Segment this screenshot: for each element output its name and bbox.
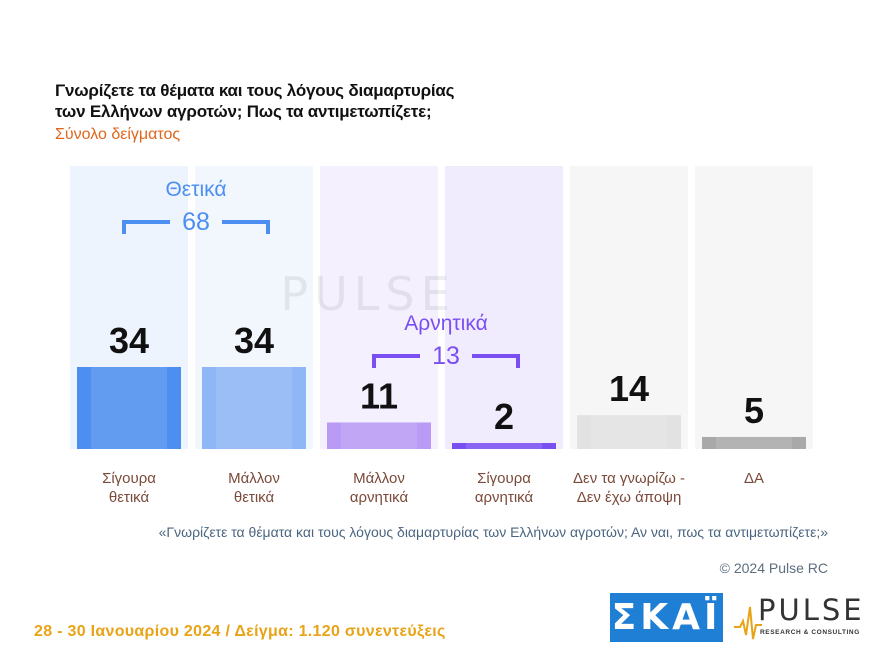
bar-category-6 bbox=[702, 436, 806, 449]
category-label-category-4: Σίγουρα αρνητικά bbox=[475, 470, 534, 506]
chart-subtitle: Σύνολο δείγματος bbox=[55, 126, 181, 143]
bar-category-6-highlight bbox=[716, 436, 792, 449]
pulse-logo: PULSE RESEARCH & CONSULTING bbox=[734, 593, 865, 643]
group-θετικά-total: 68 bbox=[182, 208, 210, 236]
value-label-category-1: 34 bbox=[109, 320, 149, 361]
value-label-category-3: 11 bbox=[360, 375, 398, 416]
category-5-column-bg bbox=[570, 166, 688, 449]
category-label-category-1: Σίγουρα θετικά bbox=[102, 470, 156, 506]
watermark-logo: PULSE bbox=[280, 267, 455, 321]
category-label-category-3: Μάλλον αρνητικά bbox=[350, 470, 409, 506]
group-θετικά-label: Θετικά bbox=[165, 178, 226, 201]
pulse-logo-word: PULSE bbox=[758, 593, 865, 627]
bar-category-5 bbox=[577, 415, 681, 449]
group-αρνητικά-bracket-left bbox=[372, 354, 420, 368]
category-label-category-6: ΔΑ bbox=[744, 470, 764, 487]
bar-category-3-highlight bbox=[341, 422, 417, 449]
value-label-category-4: 2 bbox=[494, 396, 514, 437]
bar-category-1-highlight bbox=[91, 367, 167, 449]
value-label-category-6: 5 bbox=[744, 390, 764, 431]
pulse-wave-icon bbox=[734, 606, 762, 640]
group-αρνητικά-bracket-right bbox=[472, 354, 520, 368]
category-6-column-bg bbox=[695, 166, 813, 449]
value-label-category-5: 14 bbox=[609, 368, 649, 409]
chart-title: Γνωρίζετε τα θέματα και τους λόγους διαμ… bbox=[55, 81, 455, 121]
bar-category-2 bbox=[202, 367, 306, 449]
category-label-category-2: Μάλλον θετικά bbox=[228, 470, 280, 506]
category-3-column-bg bbox=[320, 166, 438, 449]
category-label-category-5: Δεν τα γνωρίζω -Δεν έχω άποψη bbox=[573, 470, 685, 506]
group-αρνητικά-label: Αρνητικά bbox=[404, 312, 487, 335]
group-θετικά-bracket-right bbox=[222, 220, 270, 234]
bar-category-5-highlight bbox=[591, 415, 667, 449]
group-αρνητικά-total: 13 bbox=[432, 342, 460, 370]
bar-category-4-highlight bbox=[466, 443, 542, 449]
category-4-column-bg bbox=[445, 166, 563, 449]
copyright-text: © 2024 Pulse RC bbox=[719, 560, 828, 576]
bar-category-2-highlight bbox=[216, 367, 292, 449]
bar-category-3 bbox=[327, 422, 431, 449]
group-θετικά-bracket-left bbox=[122, 220, 170, 234]
bar-category-4 bbox=[452, 443, 556, 449]
survey-dates: 28 - 30 Ιανουαρίου 2024 / Δείγμα: 1.120 … bbox=[34, 623, 446, 640]
question-footnote: «Γνωρίζετε τα θέματα και τους λόγους δια… bbox=[158, 524, 828, 540]
skai-logo: ΣΚΑΪ bbox=[610, 593, 723, 642]
bar-category-1 bbox=[77, 367, 181, 449]
value-label-category-2: 34 bbox=[234, 320, 274, 361]
pulse-logo-tagline: RESEARCH & CONSULTING bbox=[760, 629, 860, 636]
bar-chart: 34 Σίγουρα θετικά 34 Μάλλον θετικά 11 Μάλλον αρν… bbox=[70, 166, 813, 506]
